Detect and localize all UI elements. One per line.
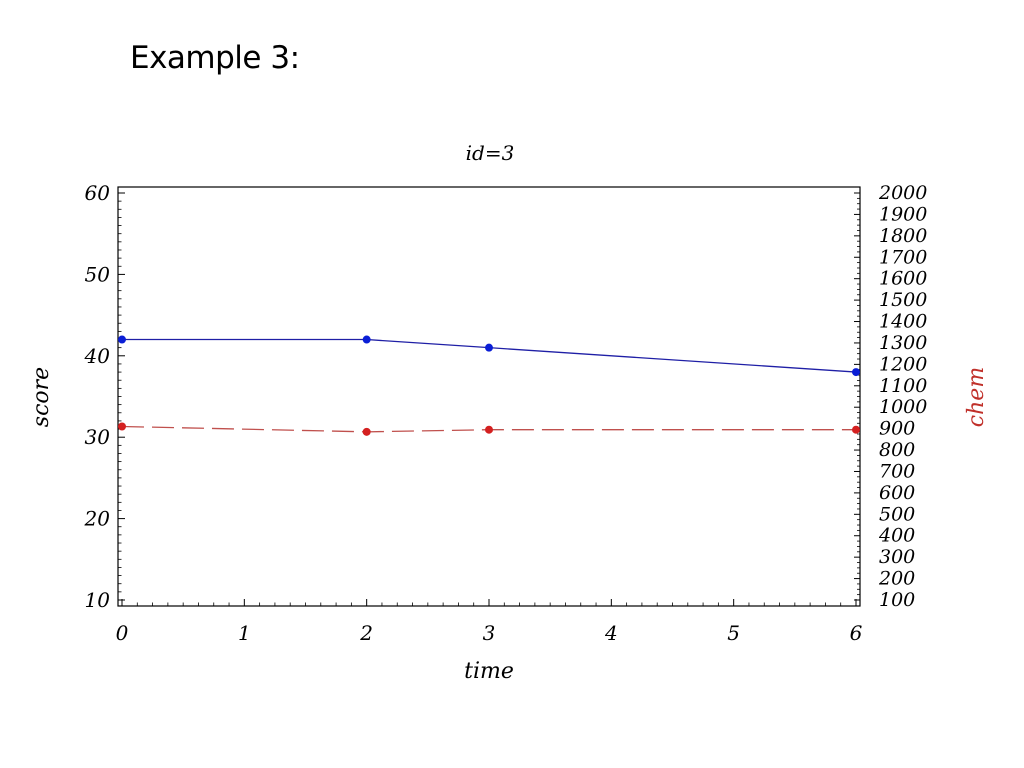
series-2-point xyxy=(485,425,493,434)
y2-tick-label: 1400 xyxy=(879,311,927,333)
axis-tick-labels: 0 1 2 3 4 5 6 10 20 30 40 50 60 100200300400500600700… xyxy=(84,181,928,645)
y-tick-label: 60 xyxy=(85,181,111,205)
y2-tick-label: 1900 xyxy=(879,203,927,225)
y2-tick-label: 1300 xyxy=(879,332,927,354)
x-tick-label: 3 xyxy=(483,621,496,645)
chart-title: id=3 xyxy=(466,141,515,165)
y-tick-label: 20 xyxy=(84,507,111,531)
y2-tick-label: 100 xyxy=(879,589,915,611)
y2-tick-label: 1800 xyxy=(879,225,927,247)
x-tick-label: 0 xyxy=(116,621,129,645)
series-1-point xyxy=(485,343,493,352)
y2-tick-label: 1000 xyxy=(879,396,927,418)
y2-tick-label: 600 xyxy=(879,482,915,504)
y2-tick-label: 1500 xyxy=(879,289,927,311)
y-axis-label: score xyxy=(29,367,54,427)
series-2-point xyxy=(852,425,860,434)
series-1-line xyxy=(122,338,857,373)
y-tick-label: 50 xyxy=(85,262,111,286)
x-tick-label: 4 xyxy=(604,621,618,645)
series-2-point xyxy=(362,427,371,436)
y2-tick-label: 1200 xyxy=(879,353,927,375)
series-1-point xyxy=(118,335,126,344)
x-tick-label: 6 xyxy=(850,621,863,645)
y2-tick-label: 300 xyxy=(879,546,915,568)
y2-tick-label: 900 xyxy=(879,418,915,440)
series-layer xyxy=(118,335,860,436)
y2-tick-label: 2000 xyxy=(878,182,927,204)
x-tick-label: 2 xyxy=(359,621,373,645)
y-tick-label: 10 xyxy=(85,588,111,612)
series-2-line xyxy=(121,425,856,433)
series-2-point xyxy=(118,422,126,431)
y2-axis-label: chem xyxy=(964,367,989,427)
y2-tick-label: 1600 xyxy=(879,268,927,290)
y2-tick-label: 200 xyxy=(878,568,915,590)
x-axis-label: time xyxy=(464,659,514,684)
series-1-point xyxy=(362,335,371,344)
series-1-point xyxy=(852,368,860,377)
y2-tick-label: 1100 xyxy=(879,375,927,397)
y2-tick-label: 400 xyxy=(878,525,915,547)
y2-tick-label: 500 xyxy=(879,503,915,525)
y2-tick-label: 800 xyxy=(879,439,915,461)
slide-title: Example 3: xyxy=(130,40,300,76)
plot-frame xyxy=(117,186,861,607)
y2-tick-label: 700 xyxy=(879,460,915,482)
y2-tick-label: 1700 xyxy=(879,246,927,268)
y-tick-label: 40 xyxy=(84,344,111,368)
y-tick-label: 30 xyxy=(85,425,111,449)
axis-ticks xyxy=(118,192,860,606)
x-tick-label: 5 xyxy=(727,621,740,645)
x-tick-label: 1 xyxy=(238,621,251,645)
